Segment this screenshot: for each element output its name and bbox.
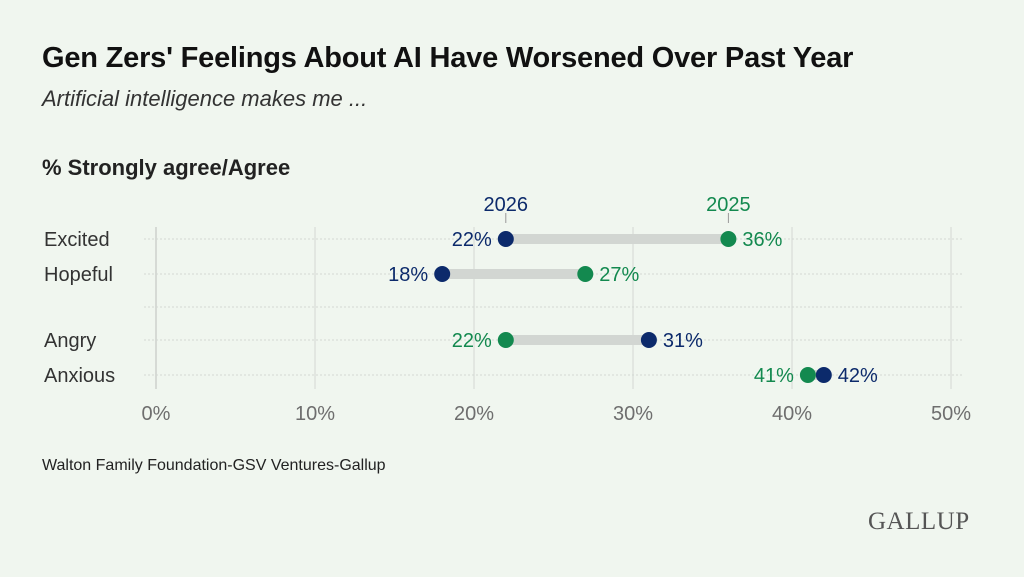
category-label-hopeful: Hopeful bbox=[44, 264, 113, 286]
category-label-excited: Excited bbox=[44, 229, 110, 251]
dot-2025-angry bbox=[497, 332, 514, 348]
value-label-2026-angry: 31% bbox=[663, 330, 703, 352]
series-label-2026: 2026 bbox=[484, 194, 529, 216]
category-label-anxious: Anxious bbox=[44, 365, 115, 387]
x-tick-label: 30% bbox=[613, 403, 653, 425]
x-tick-label: 50% bbox=[931, 403, 971, 425]
dot-2026-angry bbox=[640, 332, 657, 348]
x-tick-label: 0% bbox=[142, 403, 171, 425]
source-note: Walton Family Foundation-GSV Ventures-Ga… bbox=[42, 457, 386, 474]
chart-subtitle: Artificial intelligence makes me ... bbox=[42, 86, 368, 111]
value-label-2025-angry: 22% bbox=[452, 330, 492, 352]
series-label-2025: 2025 bbox=[706, 194, 751, 216]
dot-2026-hopeful bbox=[434, 266, 451, 282]
dot-2025-excited bbox=[720, 231, 737, 247]
dot-2026-anxious bbox=[815, 367, 832, 383]
dot-2025-anxious bbox=[799, 367, 816, 383]
value-label-2026-hopeful: 18% bbox=[388, 264, 428, 286]
value-label-2025-excited: 36% bbox=[742, 229, 782, 251]
value-label-2026-anxious: 42% bbox=[838, 365, 878, 387]
category-label-angry: Angry bbox=[44, 330, 96, 352]
dot-2026-excited bbox=[497, 231, 514, 247]
gallup-logo: GALLUP bbox=[868, 508, 970, 535]
metric-label: % Strongly agree/Agree bbox=[42, 155, 291, 180]
value-label-2025-anxious: 41% bbox=[754, 365, 794, 387]
value-label-2025-hopeful: 27% bbox=[599, 264, 639, 286]
dot-2025-hopeful bbox=[577, 266, 594, 282]
value-label-2026-excited: 22% bbox=[452, 229, 492, 251]
chart-title: Gen Zers' Feelings About AI Have Worsene… bbox=[42, 42, 854, 74]
x-tick-label: 40% bbox=[772, 403, 812, 425]
x-tick-label: 20% bbox=[454, 403, 494, 425]
x-tick-label: 10% bbox=[295, 403, 335, 425]
